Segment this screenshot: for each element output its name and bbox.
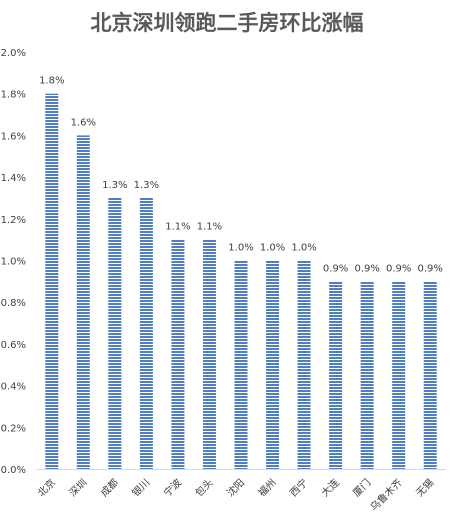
- data-label: 1.0%: [228, 243, 253, 254]
- data-label: 1.3%: [134, 180, 159, 191]
- bar: [202, 239, 216, 469]
- data-label: 0.9%: [323, 263, 348, 274]
- bar: [266, 260, 280, 469]
- bar: [360, 281, 374, 469]
- x-tick-label: 深圳: [67, 477, 90, 500]
- data-label: 1.0%: [291, 243, 316, 254]
- bar: [45, 93, 59, 469]
- bar: [392, 281, 406, 469]
- x-tick-label: 无锡: [413, 476, 436, 499]
- x-tick-label: 宁波: [161, 476, 184, 499]
- y-tick-label: 1.0%: [1, 257, 26, 268]
- y-tick-label: 0.2%: [1, 423, 26, 434]
- x-tick-label: 包头: [192, 476, 215, 499]
- bar: [297, 260, 311, 469]
- y-tick-label: 2.0%: [1, 48, 26, 59]
- bar: [234, 260, 248, 469]
- bar: [171, 239, 185, 469]
- x-tick-label: 厦门: [350, 476, 373, 499]
- y-tick-label: 0.4%: [1, 382, 26, 393]
- x-tick-label: 大连: [318, 476, 341, 499]
- bars: [45, 93, 437, 469]
- y-tick-label: 0.6%: [1, 340, 26, 351]
- x-tick-label: 西宁: [287, 476, 310, 499]
- chart-title: 北京深圳领跑二手房环比涨幅: [91, 11, 364, 35]
- y-tick-label: 0.8%: [1, 298, 26, 309]
- data-label: 1.1%: [197, 222, 222, 233]
- data-label: 1.3%: [102, 180, 127, 191]
- y-tick-label: 1.8%: [1, 90, 26, 101]
- y-tick-label: 0.0%: [1, 465, 26, 476]
- data-label: 1.0%: [260, 243, 285, 254]
- bar: [108, 197, 122, 469]
- bar: [423, 281, 437, 469]
- bar: [139, 197, 153, 469]
- x-tick-label: 福州: [255, 476, 278, 499]
- bar: [76, 135, 90, 469]
- x-tick-label: 沈阳: [224, 476, 247, 499]
- data-label: 1.8%: [39, 76, 64, 87]
- y-tick-label: 1.2%: [1, 215, 26, 226]
- y-tick-label: 1.6%: [1, 131, 26, 142]
- data-label: 0.9%: [418, 263, 443, 274]
- x-tick-label: 北京: [35, 476, 58, 499]
- data-label: 1.1%: [165, 222, 190, 233]
- x-tick-label: 银川: [129, 476, 152, 499]
- x-tick-label: 乌鲁木齐: [367, 476, 404, 513]
- data-label: 0.9%: [354, 263, 379, 274]
- y-tick-label: 1.4%: [1, 173, 26, 184]
- data-label: 1.6%: [71, 117, 96, 128]
- x-tick-label: 成都: [98, 477, 121, 500]
- bar: [329, 281, 343, 469]
- y-axis: 0.0% 0.2% 0.4% 0.6% 0.8% 1.0% 1.2% 1.4% 1.6% 1.8%…: [1, 48, 26, 476]
- data-label: 0.9%: [386, 263, 411, 274]
- data-labels: 1.8% 1.6% 1.3% 1.3% 1.1% 1.1% 1.0% 1.0% 1.0% 0.9%…: [39, 76, 443, 275]
